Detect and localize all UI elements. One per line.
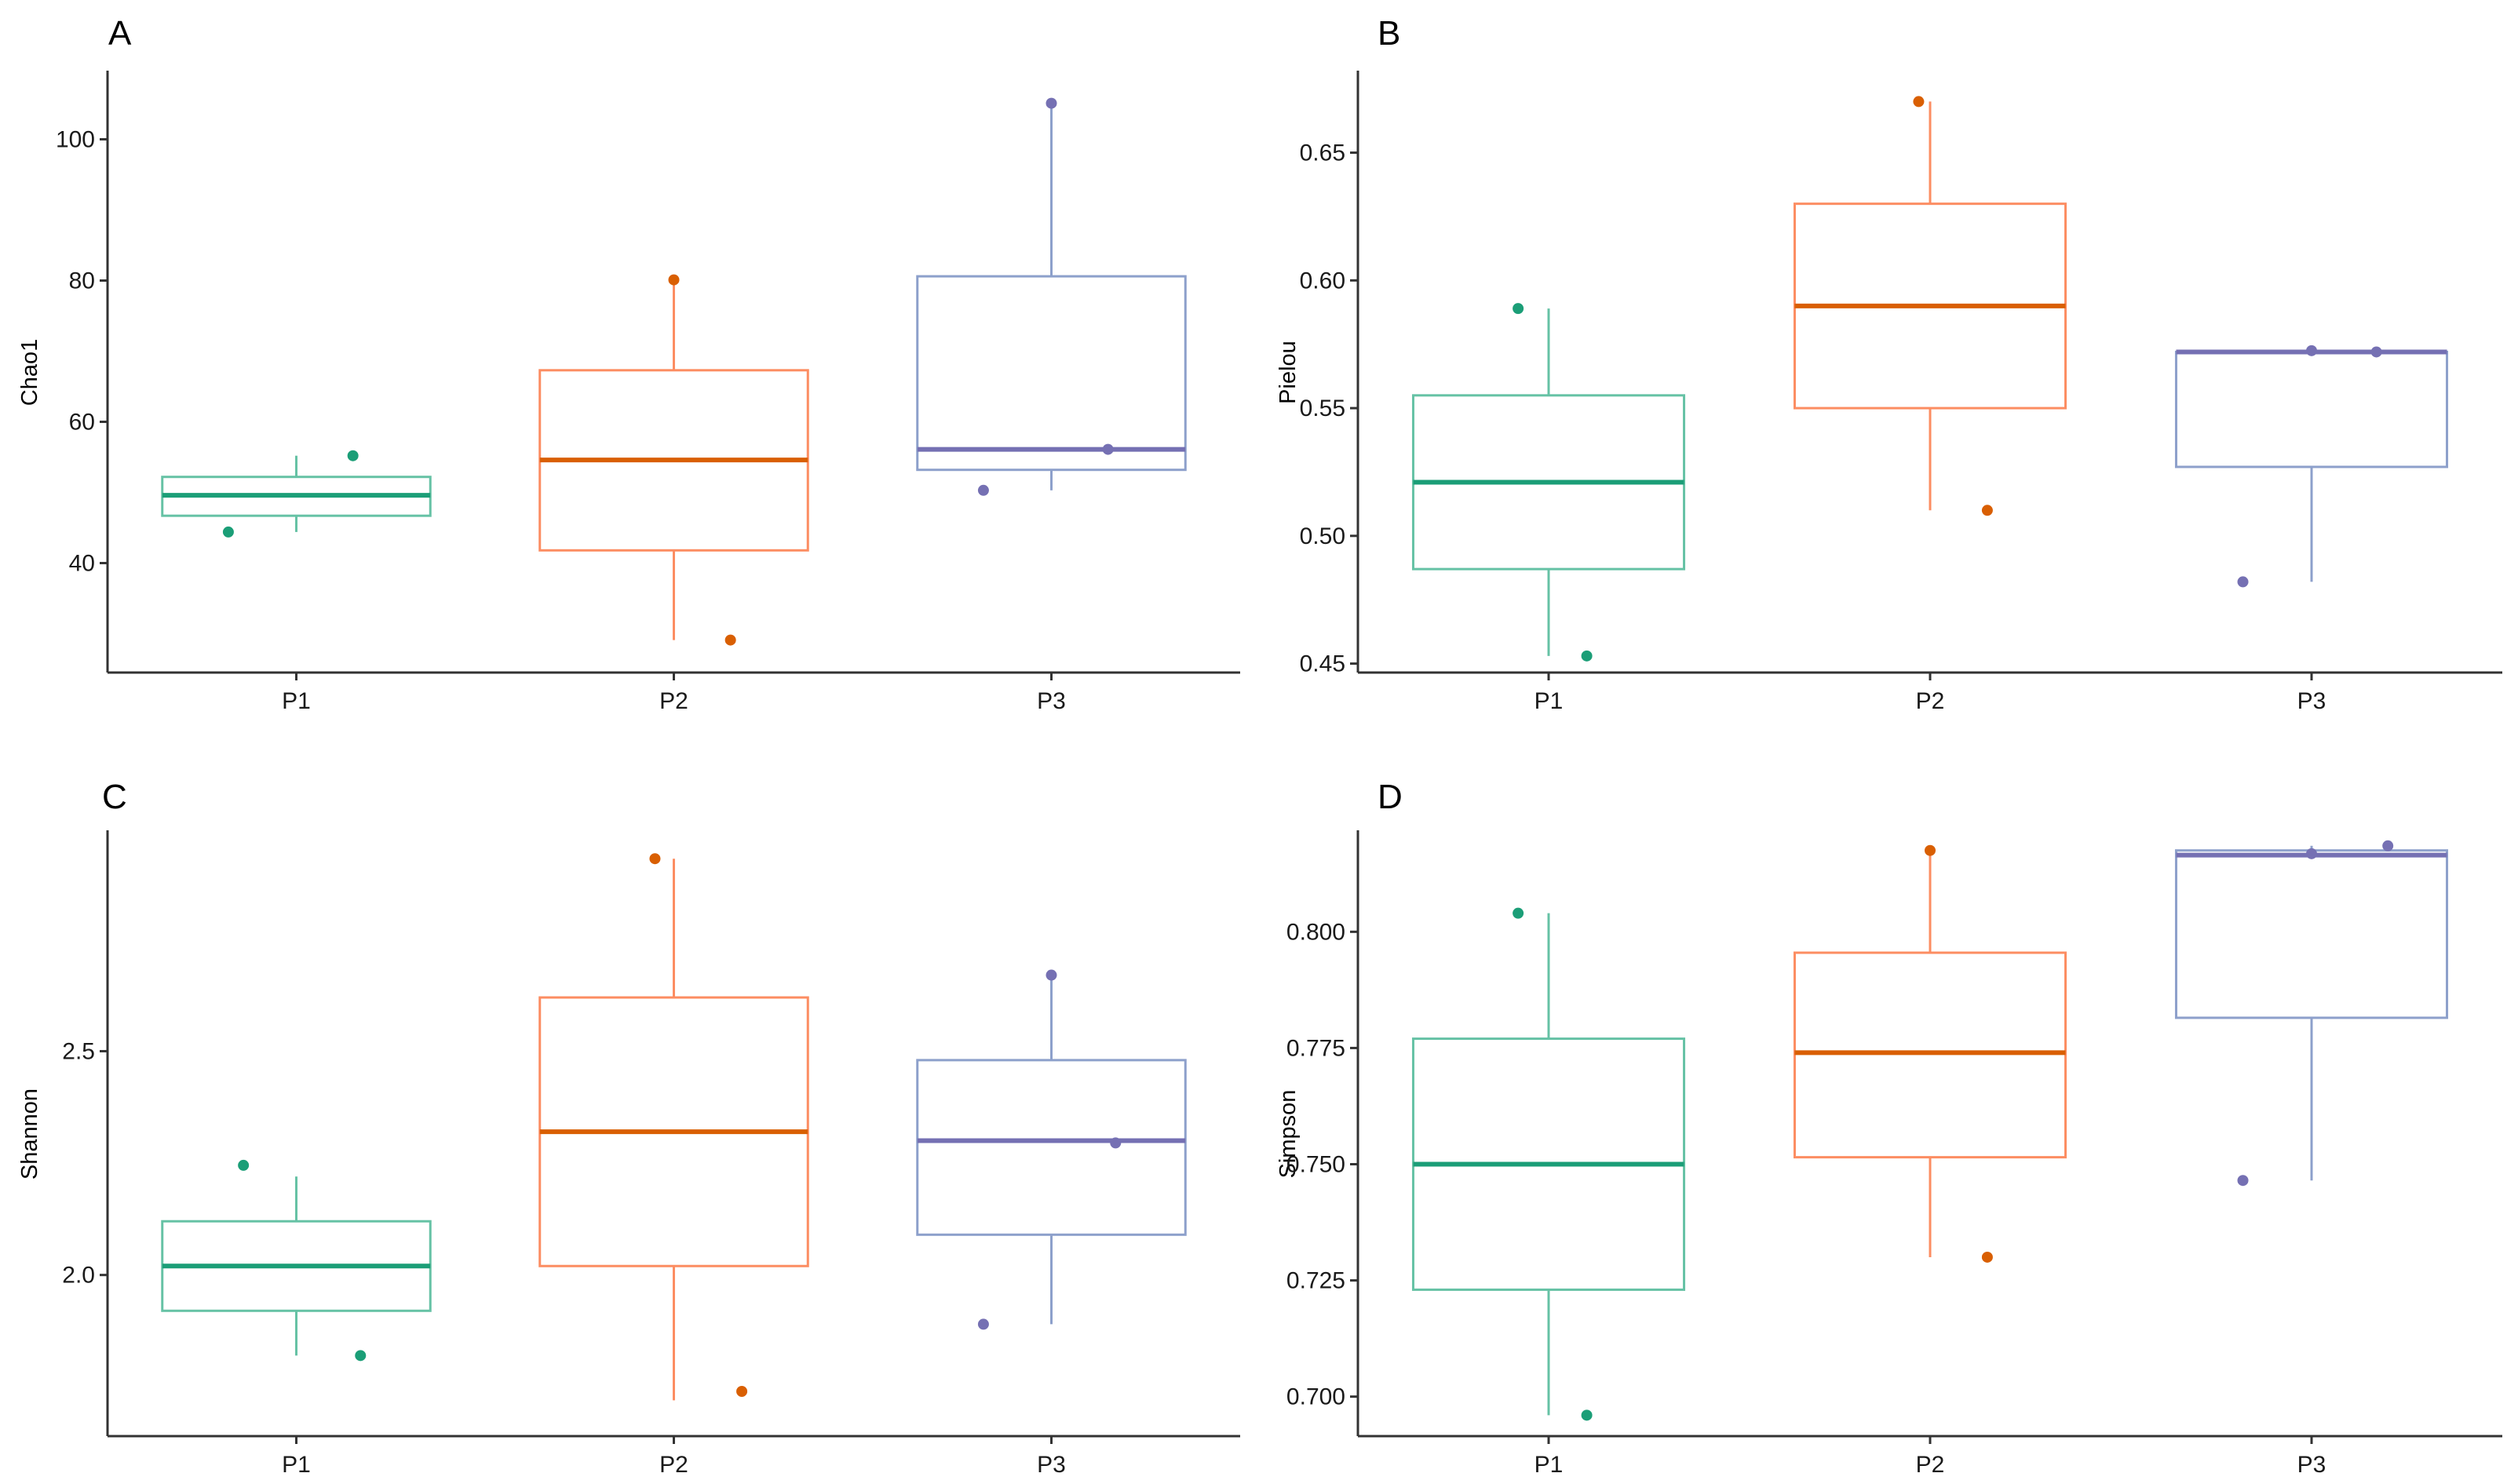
data-point — [1046, 969, 1057, 981]
data-point — [1981, 1251, 1993, 1263]
y-tick-label: 80 — [69, 268, 95, 294]
x-tick-label: P1 — [282, 1452, 311, 1478]
data-point — [724, 634, 736, 646]
x-tick-label: P2 — [659, 1452, 688, 1478]
y-tick-label: 0.800 — [1286, 919, 1345, 945]
x-tick-label: P3 — [2297, 1452, 2326, 1478]
data-point — [222, 526, 234, 538]
panel-c: C Shannon 2.0 2.5 P1 P2 P3 — [17, 778, 1240, 1478]
y-tick-label: 0.55 — [1300, 396, 1345, 421]
data-point — [347, 450, 359, 461]
y-axis-label: Chao1 — [17, 339, 42, 406]
data-point — [2306, 345, 2317, 356]
y-axis-label: Shannon — [17, 1088, 42, 1180]
data-point — [1102, 443, 1114, 455]
x-tick-label: P1 — [1535, 1452, 1564, 1478]
panel-letter: D — [1378, 778, 1403, 816]
panel-letter: A — [108, 14, 132, 53]
box-p1 — [1411, 308, 1686, 656]
box-p2 — [1793, 850, 2067, 1257]
data-point — [1913, 96, 1925, 108]
y-tick-label: 0.45 — [1300, 651, 1345, 677]
y-axis-label: Pielou — [1275, 341, 1301, 404]
data-point — [736, 1385, 748, 1397]
box-p2 — [1793, 101, 2067, 511]
data-point — [977, 484, 989, 496]
x-tick-label: P1 — [282, 688, 311, 714]
box-p2 — [538, 279, 809, 640]
data-point — [2382, 840, 2394, 851]
data-point — [649, 853, 661, 865]
data-point — [1981, 505, 1993, 516]
x-tick-label: P2 — [1916, 688, 1945, 714]
y-axis-label: Simpson — [1275, 1090, 1301, 1179]
data-point — [238, 1159, 250, 1171]
y-tick-label: 0.50 — [1300, 523, 1345, 549]
data-point — [1110, 1137, 1122, 1149]
data-point — [2370, 346, 2382, 358]
data-point — [1513, 303, 1524, 315]
panel-letter: C — [102, 778, 127, 816]
panel-a: A Chao1 40 60 80 100 P1 P2 P3 — [17, 14, 1240, 714]
y-tick-label: 2.5 — [62, 1038, 95, 1064]
x-tick-label: P3 — [1037, 688, 1066, 714]
data-point — [2237, 1175, 2249, 1187]
panel-letter: B — [1378, 14, 1400, 53]
data-point — [1513, 907, 1524, 919]
data-point — [1581, 1409, 1593, 1421]
box-p2 — [538, 859, 809, 1401]
data-point — [1925, 844, 1936, 856]
data-point — [668, 274, 680, 286]
data-point — [1046, 97, 1057, 109]
y-tick-label: 0.750 — [1286, 1152, 1345, 1178]
x-tick-label: P3 — [2297, 688, 2326, 714]
y-tick-label: 60 — [69, 410, 95, 436]
data-point — [355, 1350, 367, 1362]
panel-b: B Pielou 0.45 0.50 0.55 0.60 0.65 P1 P2 P3 — [1275, 14, 2502, 714]
y-tick-label: 2.0 — [62, 1263, 95, 1289]
y-tick-label: 0.65 — [1300, 140, 1345, 166]
data-point — [1581, 650, 1593, 662]
x-tick-label: P3 — [1037, 1452, 1066, 1478]
iqr-box — [916, 275, 1187, 472]
box-p1 — [161, 455, 432, 532]
x-tick-label: P1 — [1535, 688, 1564, 714]
y-tick-label: 0.775 — [1286, 1035, 1345, 1061]
box-p1 — [1411, 913, 1686, 1416]
box-p3 — [916, 975, 1187, 1325]
x-tick-label: P2 — [1916, 1452, 1945, 1478]
data-point — [977, 1318, 989, 1330]
iqr-box — [916, 1059, 1187, 1236]
y-tick-label: 40 — [69, 551, 95, 577]
data-point — [2306, 848, 2317, 859]
x-tick-label: P2 — [659, 688, 688, 714]
y-tick-label: 0.725 — [1286, 1268, 1345, 1294]
data-point — [2237, 576, 2249, 588]
y-tick-label: 100 — [56, 127, 95, 153]
y-tick-label: 0.700 — [1286, 1384, 1345, 1410]
panel-d: D Simpson 0.700 0.725 0.750 0.775 0.800 P1 P2 P3 — [1275, 778, 2502, 1478]
y-tick-label: 0.60 — [1300, 268, 1345, 294]
box-p1 — [161, 1176, 432, 1356]
box-p3 — [916, 103, 1187, 490]
